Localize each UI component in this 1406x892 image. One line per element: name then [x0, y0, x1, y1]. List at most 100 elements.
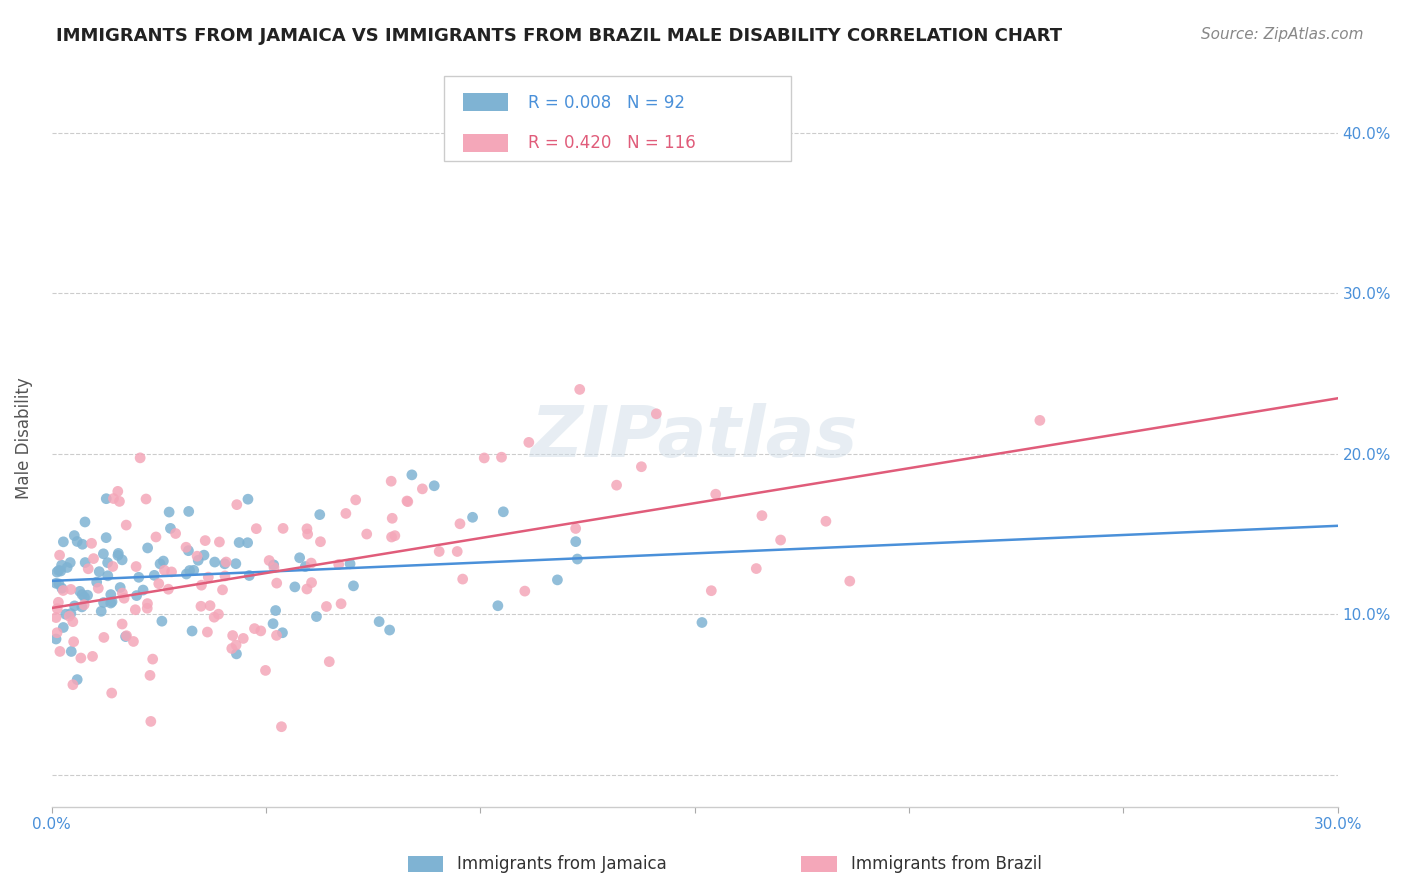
Point — [83, 551, 105, 566]
Point — [66, 673, 89, 687]
Text: ZIPatlas: ZIPatlas — [531, 403, 859, 472]
Point — [690, 615, 713, 630]
Point — [159, 521, 181, 535]
Point — [198, 599, 221, 613]
Point — [165, 526, 187, 541]
Point — [301, 575, 323, 590]
Point — [225, 498, 247, 512]
Point — [101, 559, 124, 574]
Point — [136, 601, 159, 615]
Point — [368, 615, 391, 629]
Point — [214, 569, 236, 583]
Point — [153, 563, 176, 577]
Point — [378, 623, 401, 637]
Point — [745, 561, 768, 575]
Point — [181, 624, 204, 638]
Point — [87, 581, 110, 595]
Point — [228, 535, 250, 549]
Point — [46, 625, 69, 640]
Point — [271, 521, 294, 535]
Point — [112, 591, 135, 606]
Point — [769, 533, 792, 547]
Point — [143, 568, 166, 582]
Point — [197, 570, 219, 584]
Point — [308, 508, 330, 522]
Point — [630, 459, 652, 474]
Point — [56, 560, 79, 574]
Point — [284, 580, 307, 594]
Point — [564, 521, 586, 535]
Point — [838, 574, 860, 588]
Point — [486, 599, 509, 613]
Point — [423, 479, 446, 493]
Point — [101, 595, 124, 609]
Point — [63, 599, 86, 613]
Point — [202, 610, 225, 624]
Point — [225, 557, 247, 571]
Text: R = 0.420   N = 116: R = 0.420 N = 116 — [527, 134, 696, 153]
Text: Immigrants from Brazil: Immigrants from Brazil — [851, 855, 1042, 873]
Point — [225, 647, 247, 661]
Point — [461, 510, 484, 524]
Point — [73, 598, 96, 612]
Point — [52, 583, 75, 598]
Point — [69, 584, 91, 599]
Point — [45, 610, 67, 624]
Point — [249, 624, 271, 638]
Point — [190, 578, 212, 592]
Point — [136, 597, 159, 611]
Point — [70, 651, 93, 665]
Point — [335, 507, 357, 521]
Point — [52, 534, 75, 549]
Point — [115, 518, 138, 533]
Point — [294, 559, 316, 574]
Point — [136, 541, 159, 555]
Text: Immigrants from Jamaica: Immigrants from Jamaica — [457, 855, 666, 873]
Point — [46, 601, 69, 615]
Point — [148, 576, 170, 591]
Point — [52, 620, 75, 634]
Point — [751, 508, 773, 523]
Point — [645, 407, 668, 421]
Point — [111, 586, 134, 600]
Point — [62, 678, 84, 692]
Text: R = 0.008   N = 92: R = 0.008 N = 92 — [527, 95, 685, 112]
Point — [295, 582, 318, 596]
Point — [517, 435, 540, 450]
Point — [103, 491, 125, 506]
Point — [149, 557, 172, 571]
Point — [107, 484, 129, 499]
Point — [174, 541, 197, 555]
Point — [93, 547, 115, 561]
Point — [152, 554, 174, 568]
Point — [472, 450, 495, 465]
Point — [194, 533, 217, 548]
Point — [142, 652, 165, 666]
Point — [107, 549, 129, 563]
Point — [449, 516, 471, 531]
Point — [125, 559, 148, 574]
Point — [221, 628, 243, 642]
Point — [236, 535, 259, 549]
Point — [63, 528, 86, 542]
Point — [211, 582, 233, 597]
Point — [96, 531, 118, 545]
Point — [381, 511, 404, 525]
Point — [266, 628, 288, 642]
Point — [59, 556, 82, 570]
Point — [328, 558, 350, 572]
Point — [73, 590, 96, 604]
Point — [564, 534, 586, 549]
Point — [51, 581, 73, 595]
Point — [93, 596, 115, 610]
Point — [295, 522, 318, 536]
Point — [70, 599, 93, 614]
Point — [257, 553, 280, 567]
Point — [266, 576, 288, 591]
Point — [221, 641, 243, 656]
Point — [160, 565, 183, 579]
Point — [100, 596, 122, 610]
Point — [318, 655, 340, 669]
Point — [128, 570, 150, 584]
Point — [135, 491, 157, 506]
